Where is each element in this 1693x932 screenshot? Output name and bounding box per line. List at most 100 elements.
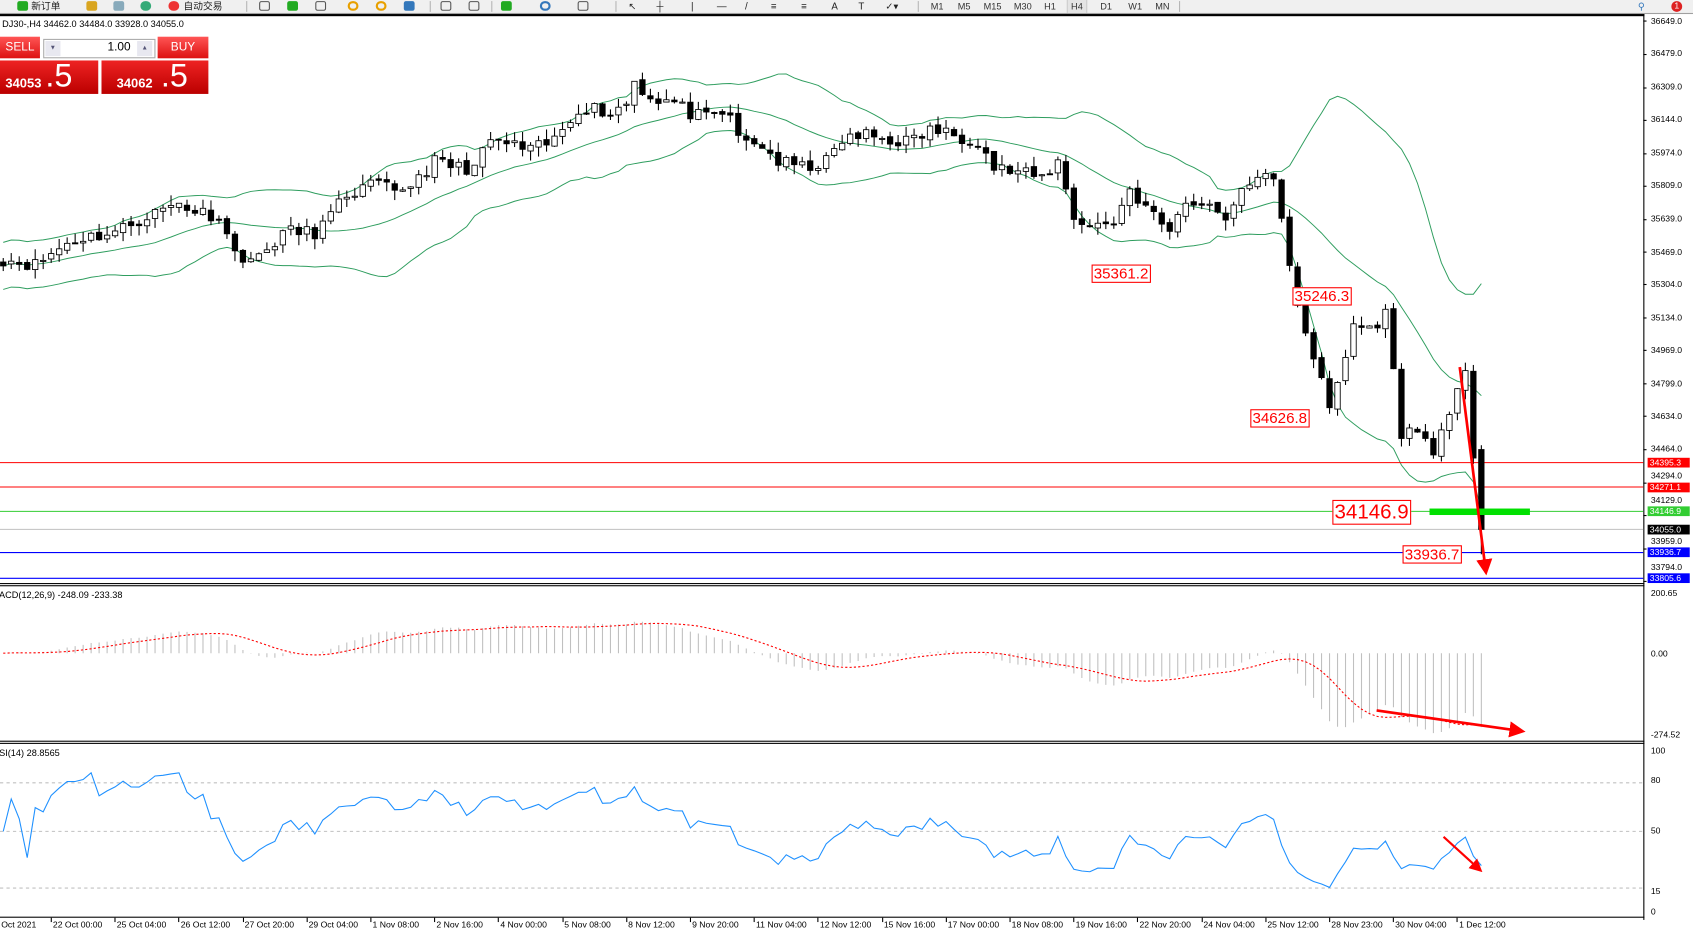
candle-body [743,135,750,141]
candle-body [543,139,550,146]
timeframe-h1[interactable]: H1 [1044,1,1056,12]
timeframe-mn[interactable]: MN [1155,1,1170,12]
history-icon[interactable] [86,1,98,11]
level-price-label: 34055.0 [1647,524,1690,535]
text-label-icon[interactable]: T [858,1,865,12]
timeframe-w1[interactable]: W1 [1128,1,1143,12]
trendline-icon[interactable]: / [744,1,748,12]
candle-body [1238,188,1245,206]
time-axis-label: 26 Oct 12:00 [180,919,231,930]
candle-body [191,209,199,214]
horizontal-line-icon[interactable]: — [716,1,727,12]
candle-body [1278,179,1285,219]
bollinger-upper-band [3,73,1482,295]
candle [1174,211,1181,238]
candle-body [1230,204,1237,219]
axis-tick [562,917,564,923]
timeframe-h4[interactable]: H4 [1066,0,1088,13]
candle [1390,302,1397,370]
vertical-line-icon[interactable]: | [691,1,694,12]
periods-icon[interactable] [539,1,551,11]
price-axis-label: 36649.0 [1650,15,1683,26]
templates-icon[interactable] [577,1,589,11]
zoom-out-icon[interactable] [375,1,387,11]
sell-button[interactable]: SELL [0,36,40,59]
candle [487,131,494,151]
timeframe-m1[interactable]: M1 [930,1,944,12]
tile-windows-icon[interactable] [403,1,415,11]
candle-body [982,147,990,154]
autotrading-icon[interactable] [168,1,180,11]
candlestick-icon[interactable] [287,1,298,11]
candle-body [1094,222,1101,229]
rsi-axis-label: 100 [1650,746,1666,756]
panel-divider[interactable] [0,585,1645,587]
signal-icon[interactable] [140,1,152,11]
panel-divider[interactable] [0,740,1645,742]
axis-tick [1073,917,1075,923]
timeframe-m15[interactable]: M15 [983,1,1002,12]
lot-size-stepper[interactable]: ▼ 1.00 ▲ [43,38,156,59]
candle-body [295,226,302,236]
lot-decrease-button[interactable]: ▼ [45,41,61,57]
candle-body [415,174,422,188]
candle-body [1102,221,1109,225]
candle [303,218,310,242]
candle-body [40,259,47,262]
fibonacci-icon[interactable]: ≡ [801,1,807,12]
time-axis-label: 4 Nov 00:00 [500,919,547,930]
time-axis-label: 25 Oct 04:00 [116,919,167,930]
candle [926,122,934,147]
line-chart-icon[interactable] [315,1,327,11]
timeframe-m5[interactable]: M5 [957,1,971,12]
autoscroll-icon[interactable] [440,1,452,11]
candle [918,133,926,148]
new-order-icon[interactable] [17,1,29,11]
panel-divider[interactable] [0,742,1645,744]
cursor-icon[interactable]: ↖ [628,1,637,12]
price-annotation: 35361.2 [1091,264,1151,283]
price-axis-label: 33794.0 [1650,562,1683,573]
sell-price[interactable]: 34053 .5 [0,60,99,94]
autotrading-button[interactable]: 自动交易 [183,1,223,12]
candle-body [111,230,119,237]
panel-divider[interactable] [0,583,1645,585]
candle-body [863,129,870,139]
chart-shift-icon[interactable] [468,1,480,11]
crosshair-icon[interactable]: ┼ [656,1,664,12]
candle-body [1438,429,1445,457]
candle-body [998,164,1006,171]
candle-body [1390,308,1397,370]
candle [239,249,247,269]
candle [831,143,838,158]
axis-tick [945,917,947,923]
buy-price[interactable]: 34062 .5 [101,60,209,94]
search-icon[interactable]: ⚲ [1637,1,1646,12]
equidistant-channel-icon[interactable]: ≡ [770,1,777,12]
lot-size-input[interactable]: 1.00 [107,41,131,54]
lot-increase-button[interactable]: ▲ [137,41,153,57]
text-icon[interactable]: A [831,1,838,12]
timeframe-d1[interactable]: D1 [1100,1,1112,12]
candle [32,249,39,279]
candle [263,242,271,253]
candle-body [159,207,167,212]
new-order-button[interactable]: 新订单 [31,1,61,12]
candle [910,128,918,148]
zoom-in-icon[interactable] [347,1,359,11]
candle-body [279,230,287,246]
candle [1214,201,1221,214]
buy-button[interactable]: BUY [157,36,209,59]
bar-chart-icon[interactable] [259,1,270,11]
cloud-icon[interactable] [113,1,125,11]
axis-tick [1456,917,1459,923]
candle-body [831,148,838,156]
candle [423,165,430,181]
notification-badge[interactable]: 1 [1671,1,1683,12]
indicators-icon[interactable] [500,1,512,11]
arrows-icon[interactable]: ✓▾ [885,1,899,12]
candle-body [255,253,263,261]
candle-body [495,138,502,141]
timeframe-m30[interactable]: M30 [1013,1,1032,12]
